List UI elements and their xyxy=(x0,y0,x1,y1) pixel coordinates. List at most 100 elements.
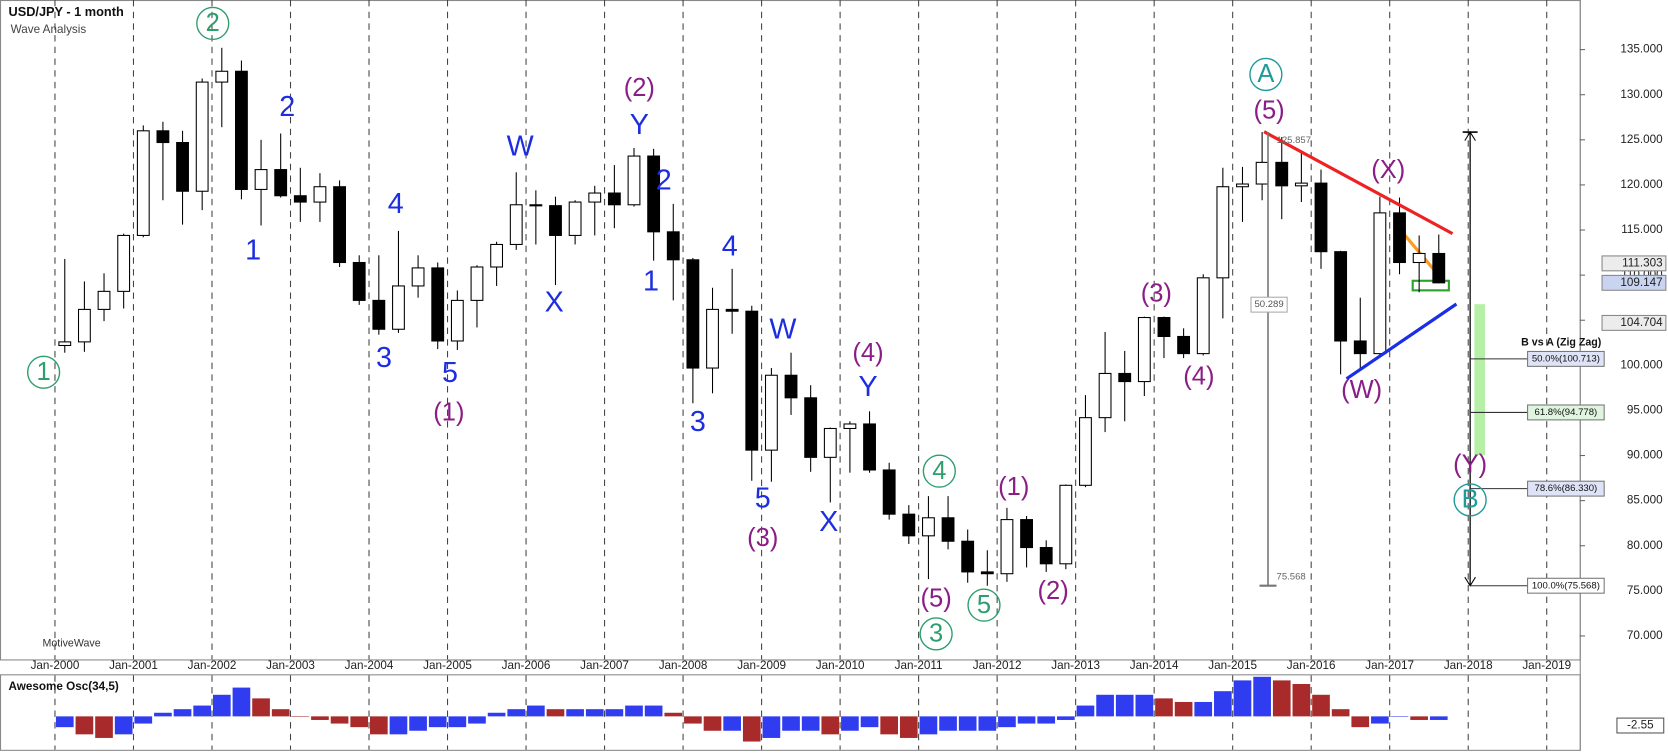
x-tick-label: Jan-2006 xyxy=(502,659,551,672)
fib-title: B vs A (Zig Zag) xyxy=(1521,336,1602,348)
osc-bar xyxy=(880,716,899,735)
osc-bar xyxy=(1292,683,1311,717)
osc-bar xyxy=(1096,694,1114,717)
osc-last-label: -2.55 xyxy=(1627,719,1654,732)
candle-body xyxy=(392,285,405,330)
wave-label: Y xyxy=(858,371,877,403)
x-tick-label: Jan-2007 xyxy=(580,659,629,672)
y-tick-label: 120.000 xyxy=(1620,178,1663,191)
x-tick-label: Jan-2008 xyxy=(659,659,708,672)
wave-label: W xyxy=(769,313,796,345)
osc-bar xyxy=(625,705,643,717)
osc-bar xyxy=(723,716,741,731)
wave-circle xyxy=(196,6,230,41)
y-tick-label: 90.000 xyxy=(1627,449,1663,462)
x-tick-label: Jan-2000 xyxy=(31,659,80,672)
osc-bar xyxy=(585,709,604,717)
x-tick-label: Jan-2011 xyxy=(895,659,943,672)
wave-label: 5 xyxy=(755,482,771,514)
price-label: 104.704 xyxy=(1620,316,1663,329)
osc-bar xyxy=(742,716,761,742)
osc-bar xyxy=(428,716,447,728)
candle-body xyxy=(1059,484,1073,565)
osc-bar xyxy=(1410,716,1428,720)
fib-label: 78.6%(86.330) xyxy=(1535,483,1598,494)
osc-bar xyxy=(605,709,624,717)
candle-body xyxy=(372,299,386,330)
candle-body xyxy=(1393,212,1406,264)
x-tick-label: Jan-2012 xyxy=(973,659,1022,672)
osc-bar xyxy=(1174,701,1193,717)
candle-body xyxy=(1294,182,1308,187)
osc-bar xyxy=(95,716,113,738)
wave-label: (2) xyxy=(624,74,655,102)
candle-body xyxy=(136,130,150,236)
target-zone xyxy=(1474,304,1486,456)
osc-bar xyxy=(311,716,329,720)
osc-bar xyxy=(1115,694,1134,717)
candle-body xyxy=(1079,417,1092,486)
osc-bar xyxy=(55,716,74,728)
x-tick-label: Jan-2013 xyxy=(1051,659,1100,672)
chart-title: USD/JPY - 1 month xyxy=(9,4,124,19)
fib-label-box xyxy=(1527,404,1605,421)
osc-bar xyxy=(409,716,427,731)
wave-circle xyxy=(919,617,953,651)
osc-bar xyxy=(1233,680,1252,717)
wave-label: (W) xyxy=(1341,376,1382,404)
candle-body xyxy=(254,169,268,190)
x-tick-label: Jan-2002 xyxy=(188,659,237,672)
wave-circle xyxy=(967,588,1001,622)
x-tick-label: Jan-2003 xyxy=(266,659,315,672)
candle-body xyxy=(764,374,778,451)
candle-body xyxy=(117,234,131,292)
candle-body xyxy=(588,192,602,203)
x-tick-label: Jan-2004 xyxy=(345,659,394,672)
candle-body xyxy=(1255,161,1269,185)
measure-high: 125.857 xyxy=(1277,135,1312,146)
wave-label: (4) xyxy=(852,339,883,367)
candle-body xyxy=(1137,316,1151,383)
candle-body xyxy=(1314,182,1328,253)
osc-bar xyxy=(546,709,565,717)
candle-body xyxy=(293,195,307,203)
osc-bar xyxy=(1076,705,1095,717)
osc-bar xyxy=(448,716,467,728)
wave-circle xyxy=(922,454,956,488)
measure-range: 50.289 xyxy=(1254,299,1283,310)
candle-body xyxy=(902,513,916,537)
candle-body xyxy=(195,81,209,192)
candle-body xyxy=(490,243,504,268)
wave-circle xyxy=(1249,57,1283,92)
y-tick-label: 70.000 xyxy=(1627,629,1663,642)
price-label-box xyxy=(1601,314,1667,331)
osc-bar xyxy=(1351,716,1370,728)
wave-label: X xyxy=(545,287,564,319)
osc-bar xyxy=(252,698,270,717)
wave-label: 3 xyxy=(690,406,706,438)
osc-bar xyxy=(703,716,722,731)
candle-body xyxy=(725,308,739,312)
candle-body xyxy=(1039,547,1053,565)
osc-bar xyxy=(212,694,231,717)
wave-label: W xyxy=(507,130,534,162)
candle-body xyxy=(1236,183,1249,188)
osc-bar xyxy=(1194,701,1213,717)
candle-body xyxy=(529,204,543,207)
fib-label: 61.8%(94.778) xyxy=(1535,407,1598,418)
trendline xyxy=(1263,130,1454,236)
osc-bar xyxy=(1331,709,1350,717)
candle-body xyxy=(882,469,896,515)
candle-body xyxy=(215,70,229,83)
candle-body xyxy=(980,571,994,575)
candle-body xyxy=(922,517,935,537)
candle-body xyxy=(607,192,621,206)
candle-body xyxy=(549,205,562,236)
wave-label: (4) xyxy=(1183,362,1214,390)
candle-body xyxy=(745,310,759,451)
osc-bar xyxy=(939,716,957,731)
fib-label: 100.0%(75.568) xyxy=(1532,580,1600,591)
trendline xyxy=(1345,302,1458,381)
